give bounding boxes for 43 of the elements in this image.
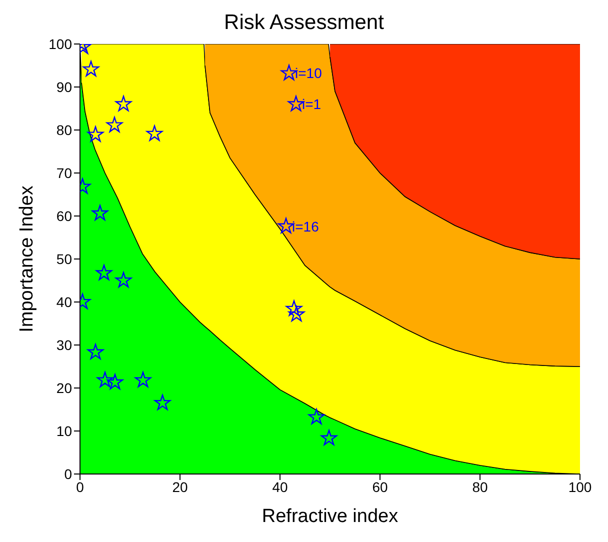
point [278, 218, 294, 234]
annotation: i=16 [292, 218, 320, 234]
y-tick-label: 60 [56, 208, 72, 224]
point [87, 126, 104, 142]
point [320, 430, 338, 446]
point [308, 408, 325, 424]
y-tick-label: 0 [64, 466, 72, 482]
point [115, 96, 132, 112]
annotation: i=10 [295, 65, 322, 82]
y-tick-label: 40 [56, 294, 72, 310]
x-axis-title: Refractive index [262, 506, 399, 527]
point [134, 372, 152, 388]
x-tick-label: 80 [472, 478, 488, 495]
y-tick-label: 20 [56, 380, 72, 396]
y-tick-label: 100 [48, 36, 72, 52]
point [87, 344, 104, 360]
point [92, 204, 108, 220]
chart-title: Risk Assessment [224, 11, 384, 34]
point [280, 64, 298, 80]
point [288, 306, 305, 322]
y-tick-label: 90 [56, 78, 72, 95]
y-tick-label: 80 [56, 122, 72, 138]
y-tick-label: 30 [56, 336, 72, 353]
point [115, 272, 132, 288]
point [146, 125, 163, 141]
y-tick-label: 50 [56, 250, 72, 267]
point [96, 372, 114, 388]
x-tick-label: 40 [272, 478, 288, 495]
y-tick-label: 10 [56, 422, 72, 439]
annotation: i=1 [302, 96, 322, 112]
point [286, 300, 302, 316]
point [82, 60, 100, 76]
y-tick-label: 70 [56, 164, 72, 181]
point [288, 96, 304, 112]
point [106, 374, 124, 390]
x-tick-label: 60 [372, 478, 388, 495]
y-axis-title: Importance Index [16, 185, 38, 332]
x-tick-label: 0 [76, 478, 84, 495]
point [106, 116, 123, 132]
point [96, 264, 112, 280]
x-tick-label: 20 [172, 478, 188, 495]
point [154, 394, 171, 410]
x-tick-label: 100 [568, 478, 592, 495]
